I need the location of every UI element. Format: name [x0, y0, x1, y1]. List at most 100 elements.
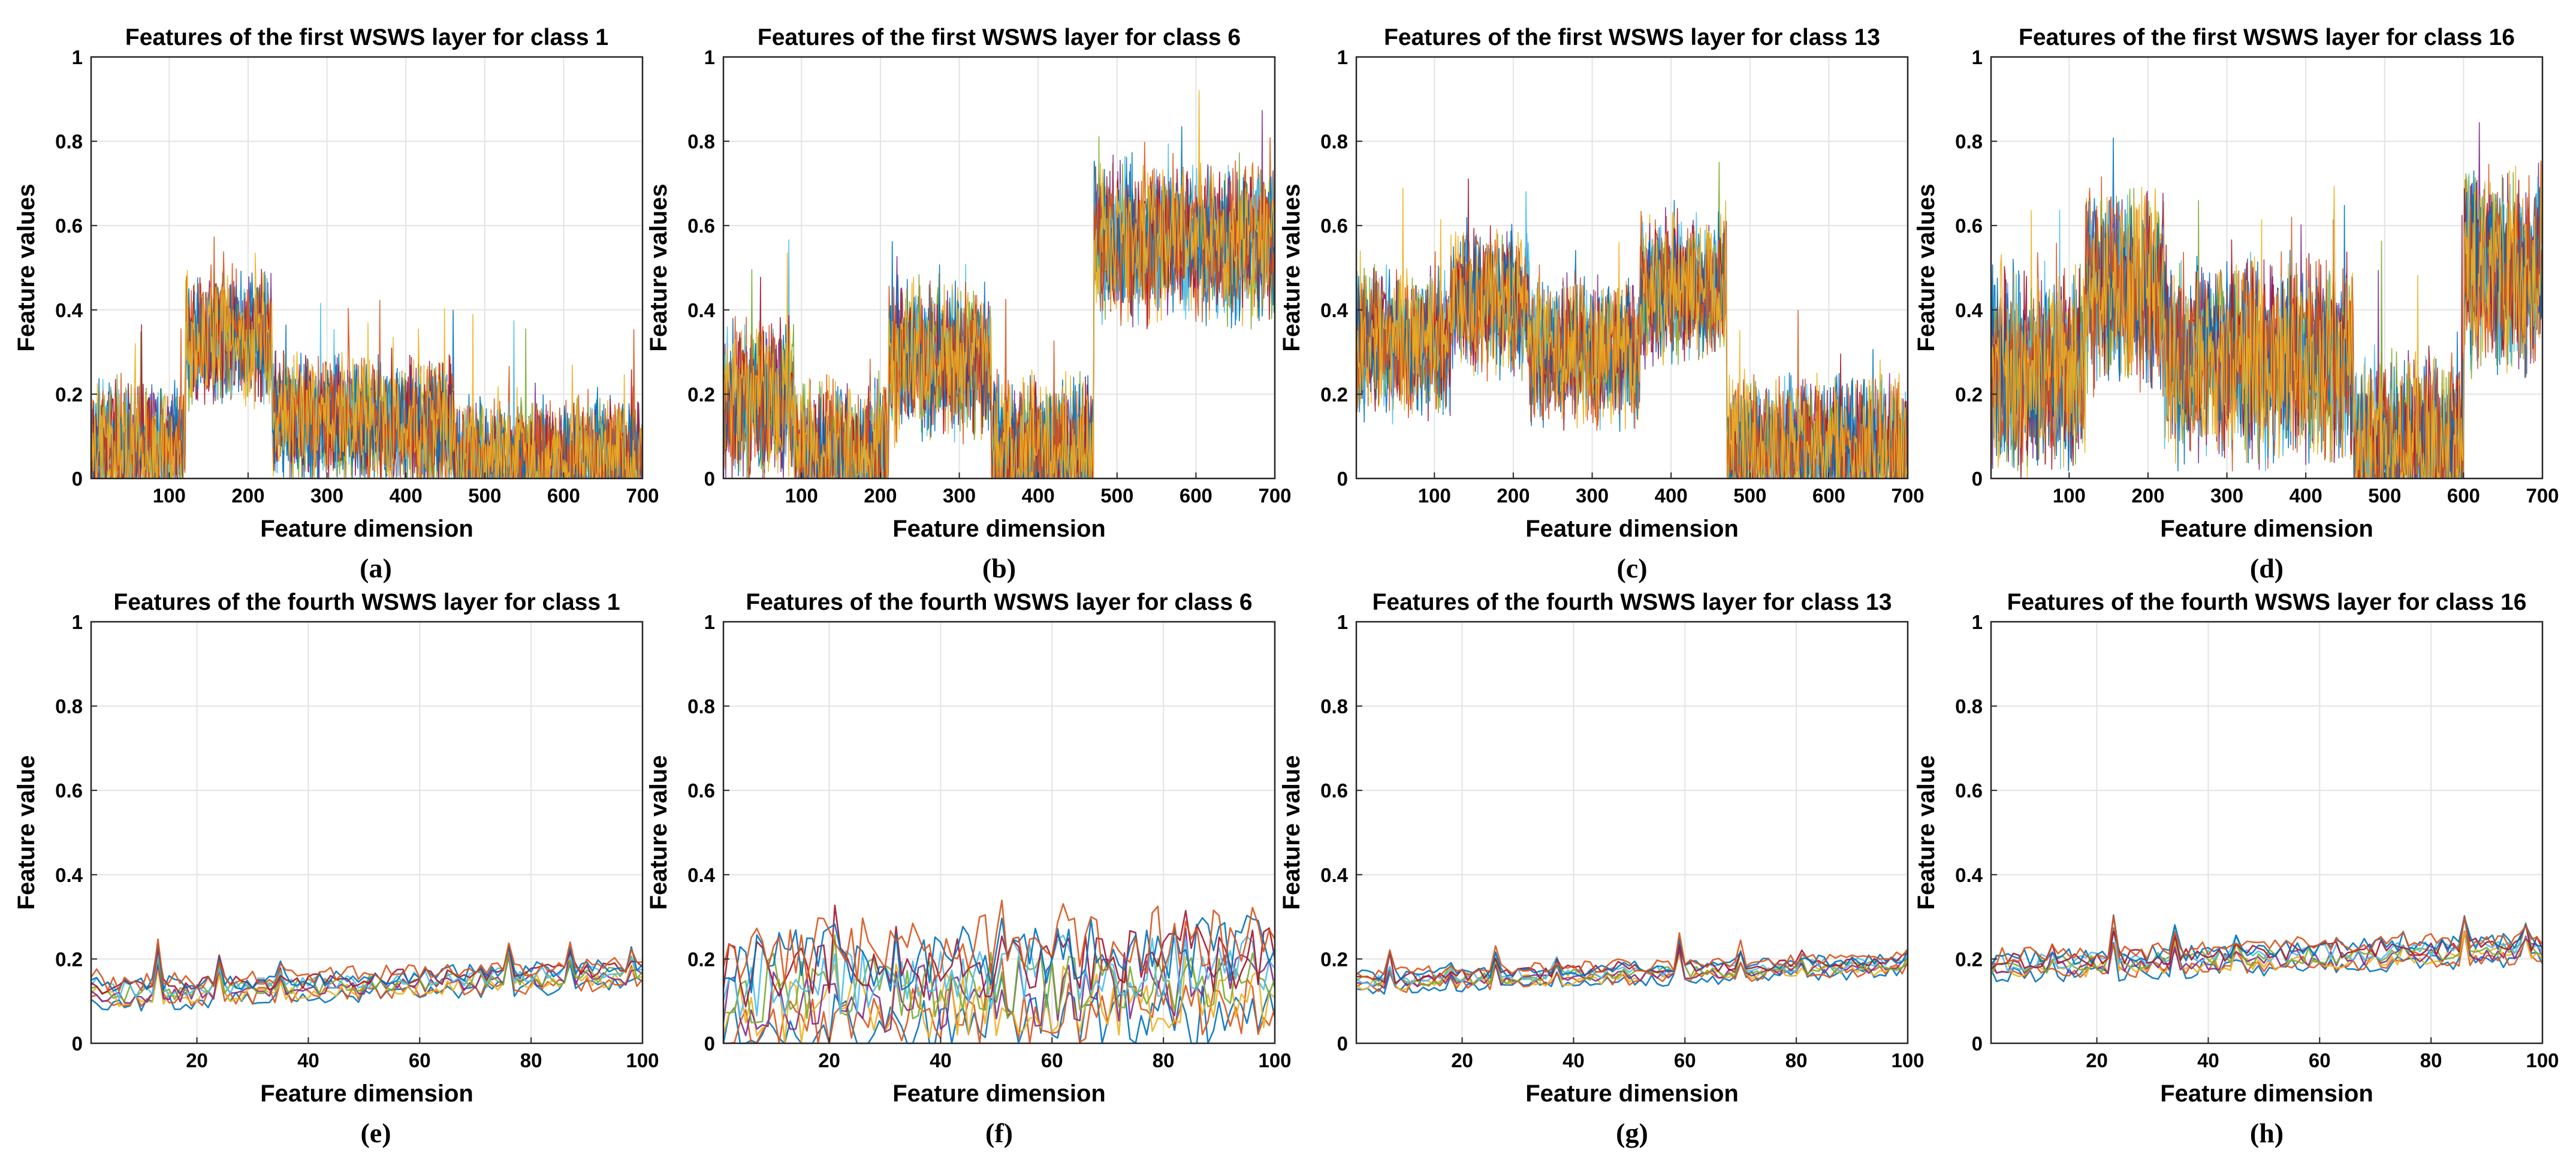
y-tick-label: 0.2: [1955, 383, 1983, 405]
series-group: [722, 899, 1276, 1044]
x-axis-label: Feature dimension: [892, 516, 1106, 542]
x-tick-label: 80: [1785, 1049, 1808, 1071]
series-line-8: [91, 943, 643, 992]
y-axis-label: Feature value: [1278, 755, 1305, 910]
x-tick-label: 20: [2086, 1049, 2108, 1071]
y-tick-label: 0.8: [1955, 131, 1983, 153]
y-tick-label: 0.8: [55, 696, 83, 718]
y-tick-label: 0: [1337, 468, 1348, 490]
x-tick-label: 700: [2526, 484, 2559, 507]
series-group: [1356, 932, 1909, 995]
series-line-4: [1356, 948, 1908, 989]
x-tick-label: 100: [785, 484, 818, 507]
x-tick-label: 600: [1180, 484, 1212, 507]
x-tick-label: 80: [1153, 1049, 1175, 1071]
x-tick-label: 100: [1891, 1049, 1924, 1071]
x-axis-label: Feature dimension: [1525, 1080, 1739, 1107]
series-group: [1990, 122, 2543, 479]
chart-title: Features of the fourth WSWS layer for cl…: [746, 589, 1252, 615]
y-tick-label: 0.6: [1320, 779, 1348, 802]
x-tick-label: 80: [2420, 1049, 2442, 1071]
series-line-7: [91, 946, 643, 995]
x-tick-label: 700: [1258, 484, 1291, 507]
series-line-8: [723, 914, 1276, 994]
x-tick-label: 100: [2526, 1049, 2559, 1071]
panel-caption: (c): [1616, 553, 1647, 583]
x-tick-label: 100: [1418, 484, 1451, 507]
panel-caption: (e): [360, 1118, 391, 1148]
y-tick-label: 0: [1972, 468, 1983, 490]
x-axis-label: Feature dimension: [892, 1080, 1106, 1107]
chart-title: Features of the first WSWS layer for cla…: [2019, 25, 2515, 50]
y-axis-label: Feature values: [13, 183, 40, 351]
chart-panel-2: 100 200 300 400 500 600 700 0 0.2 0.4 0.6 0.8 1 Featu…: [645, 25, 1292, 583]
series-group: [723, 90, 1275, 479]
x-axis-label: Feature dimension: [1525, 516, 1739, 542]
x-tick-label: 300: [943, 484, 976, 507]
y-tick-label: 1: [1337, 611, 1348, 633]
y-axis-label: Feature value: [1913, 755, 1939, 910]
y-tick-label: 1: [1972, 46, 1983, 68]
x-tick-label: 20: [1451, 1049, 1473, 1071]
series-line-10: [723, 90, 1275, 479]
series-line-10: [1990, 164, 2543, 479]
y-tick-label: 0: [704, 468, 715, 490]
axes-box: [1990, 621, 2544, 1044]
y-tick-label: 0.6: [1955, 779, 1983, 802]
y-tick-label: 0.4: [687, 299, 716, 321]
y-tick-label: 0.4: [55, 864, 83, 886]
axes-box: [1990, 56, 2544, 480]
x-tick-label: 60: [409, 1049, 431, 1071]
y-tick-label: 0: [704, 1032, 715, 1055]
x-tick-label: 500: [468, 484, 501, 507]
x-axis-label: Feature dimension: [260, 516, 473, 542]
x-tick-label: 60: [2309, 1049, 2331, 1071]
y-tick-label: 0.4: [1320, 864, 1349, 886]
chart-title: Features of the first WSWS layer for cla…: [758, 25, 1241, 50]
x-tick-label: 500: [2368, 484, 2401, 507]
chart-title: Features of the first WSWS layer for cla…: [125, 25, 608, 50]
y-tick-label: 0.4: [1955, 299, 1983, 321]
x-tick-label: 200: [231, 484, 264, 507]
x-tick-label: 60: [1041, 1049, 1063, 1071]
x-tick-label: 60: [1674, 1049, 1696, 1071]
y-tick-label: 0.2: [1320, 948, 1348, 970]
y-axis-label: Feature values: [1913, 183, 1939, 351]
axes-box: [722, 56, 1276, 480]
y-tick-label: 0.2: [55, 383, 83, 405]
x-tick-label: 400: [1655, 484, 1688, 507]
y-tick-label: 0.2: [687, 948, 715, 970]
y-tick-label: 0.4: [55, 299, 83, 321]
x-tick-label: 40: [297, 1049, 319, 1071]
y-tick-label: 0.6: [55, 215, 83, 237]
x-tick-label: 400: [390, 484, 423, 507]
chart-title: Features of the fourth WSWS layer for cl…: [1373, 589, 1892, 615]
chart-panel-6: 20 40 60 80 100 0 0.2 0.4 0.6 0.8 1 Features of the…: [645, 589, 1292, 1148]
x-tick-label: 40: [930, 1049, 952, 1071]
series-group: [1990, 914, 2544, 983]
x-tick-label: 600: [2447, 484, 2480, 507]
y-tick-label: 0: [1337, 1032, 1348, 1055]
y-tick-label: 0: [72, 468, 83, 490]
x-tick-label: 400: [1022, 484, 1055, 507]
x-tick-label: 300: [310, 484, 343, 507]
chart-panel-7: 20 40 60 80 100 0 0.2 0.4 0.6 0.8 1 Features of the…: [1278, 589, 1925, 1148]
axes-box: [1355, 621, 1909, 1044]
y-tick-label: 1: [1972, 611, 1983, 633]
y-tick-label: 0.8: [687, 696, 715, 718]
y-tick-label: 0.6: [1955, 215, 1983, 237]
y-tick-label: 0.8: [687, 131, 715, 153]
y-tick-label: 0.8: [1955, 696, 1983, 718]
series-line-2: [1990, 931, 2543, 979]
plot-area: [1991, 622, 2542, 1043]
series-line-6: [90, 947, 643, 1000]
x-tick-label: 500: [1733, 484, 1766, 507]
y-axis-label: Feature values: [1278, 183, 1305, 351]
series-line-9: [722, 899, 1276, 984]
y-axis-label: Feature value: [645, 755, 672, 910]
axes-box: [722, 621, 1276, 1044]
x-tick-label: 400: [2290, 484, 2322, 507]
series-line-8: [1990, 914, 2543, 967]
x-tick-label: 300: [1576, 484, 1609, 507]
x-tick-label: 200: [2131, 484, 2164, 507]
